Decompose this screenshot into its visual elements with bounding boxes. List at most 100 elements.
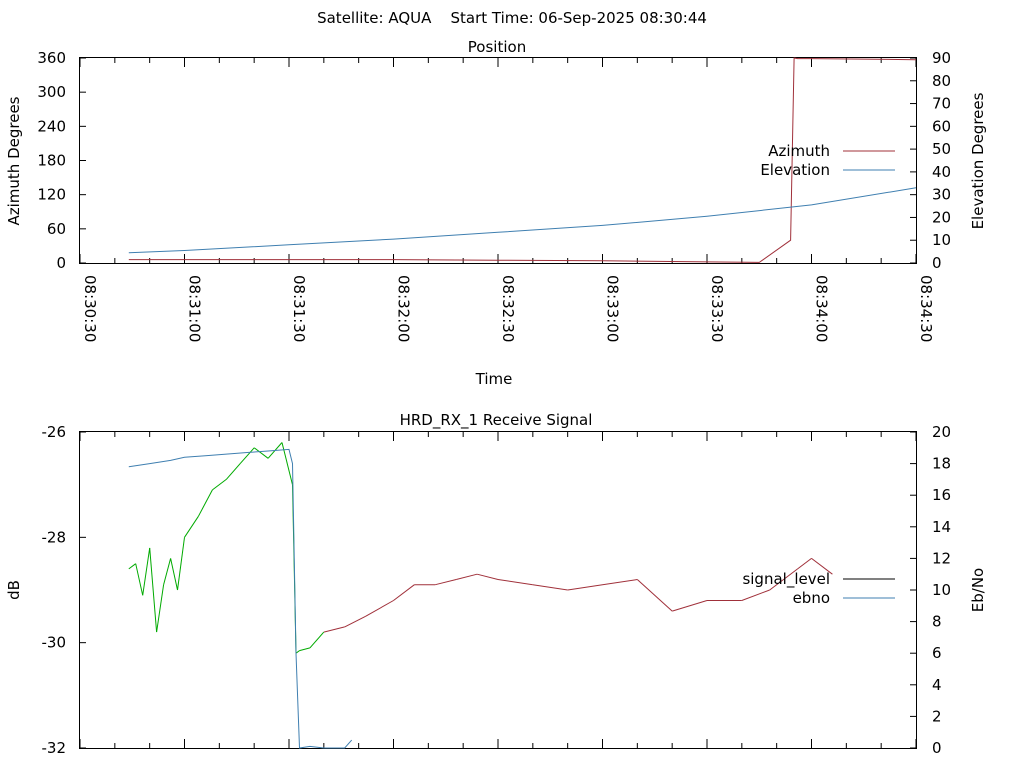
x-tick-label: 08:31:00 bbox=[186, 275, 204, 342]
signal-chart: HRD_RX_1 Receive Signal -32 -30 -28 -26 0 2 4… bbox=[5, 411, 987, 757]
legend-label-azimuth: Azimuth bbox=[768, 142, 830, 160]
y-tick-label: 120 bbox=[37, 186, 66, 204]
signal-plot-frame bbox=[79, 431, 917, 749]
y-tick-label: 300 bbox=[37, 83, 66, 101]
x-tick-label: 08:31:30 bbox=[290, 275, 308, 342]
y2-tick-label: 8 bbox=[932, 613, 942, 631]
y2-tick-label: 20 bbox=[932, 208, 951, 226]
x-tick-label: 08:34:30 bbox=[917, 275, 935, 342]
signal-level-segment bbox=[323, 626, 345, 633]
signal-level-segment bbox=[295, 650, 300, 654]
y-tick-label: -32 bbox=[42, 739, 67, 757]
position-plot-frame bbox=[79, 57, 917, 264]
y-tick-label: 360 bbox=[37, 49, 66, 67]
y2-tick-label: 60 bbox=[932, 117, 951, 135]
series-line-signal-level bbox=[128, 442, 833, 654]
signal-level-segment bbox=[163, 558, 172, 585]
y2-tick-label: 90 bbox=[932, 49, 951, 67]
signal-level-segment bbox=[456, 573, 478, 580]
signal-level-segment bbox=[365, 600, 394, 617]
y-tick-label: 60 bbox=[47, 220, 66, 238]
series-line-ebno bbox=[128, 448, 353, 749]
legend-label-elevation: Elevation bbox=[760, 161, 830, 179]
y2-tick-label: 40 bbox=[932, 163, 951, 181]
y-tick-label: -26 bbox=[42, 423, 67, 441]
y2-tick-label: 6 bbox=[932, 644, 942, 662]
x-tick-label: 08:33:30 bbox=[708, 275, 726, 342]
signal-y-axis: -32 -30 -28 -26 bbox=[42, 423, 86, 757]
signal-level-segment bbox=[177, 537, 185, 591]
position-y-axis: 0 60 120 180 240 300 360 bbox=[37, 49, 86, 272]
y2-tick-label: 16 bbox=[932, 486, 951, 504]
x-tick-label: 08:30:30 bbox=[81, 275, 99, 342]
signal-level-segment bbox=[435, 579, 457, 586]
page-title: Satellite: AQUA Start Time: 06-Sep-2025 … bbox=[317, 9, 707, 27]
y2-tick-label: 10 bbox=[932, 231, 951, 249]
signal-level-segment bbox=[128, 563, 137, 570]
signal-ylabel: dB bbox=[5, 580, 23, 600]
signal-level-segment bbox=[156, 584, 165, 633]
signal-y2label: Eb/No bbox=[969, 568, 987, 612]
series-line-elevation bbox=[128, 187, 917, 254]
y2-tick-label: 10 bbox=[932, 581, 951, 599]
x-tick-label: 08:32:00 bbox=[395, 275, 413, 342]
signal-level-segment bbox=[497, 579, 533, 586]
signal-level-segment bbox=[309, 631, 325, 649]
legend-label-ebno: ebno bbox=[793, 589, 830, 607]
signal-level-segment bbox=[281, 442, 293, 485]
signal-level-segment bbox=[672, 600, 708, 612]
y2-tick-label: 50 bbox=[932, 140, 951, 158]
y2-tick-label: 20 bbox=[932, 423, 951, 441]
signal-level-segment bbox=[170, 558, 178, 591]
signal-legend: signal_level ebno bbox=[742, 570, 895, 607]
y2-tick-label: 0 bbox=[932, 254, 942, 272]
y2-tick-label: 12 bbox=[932, 549, 951, 567]
signal-level-segment bbox=[602, 579, 638, 586]
signal-level-segment bbox=[636, 579, 673, 612]
x-tick-label: 08:33:00 bbox=[604, 275, 622, 342]
signal-level-segment bbox=[393, 584, 415, 601]
signal-level-segment bbox=[197, 489, 213, 517]
position-legend: Azimuth Elevation bbox=[760, 142, 895, 179]
y-tick-label: 240 bbox=[37, 117, 66, 135]
y2-tick-label: 18 bbox=[932, 455, 951, 473]
y-tick-label: -28 bbox=[42, 528, 67, 546]
y2-tick-label: 4 bbox=[932, 676, 942, 694]
signal-level-segment bbox=[253, 447, 269, 459]
position-chart-title: Position bbox=[468, 38, 526, 56]
signal-level-segment bbox=[797, 558, 812, 570]
signal-x-axis bbox=[79, 432, 917, 748]
x-tick-label: 08:32:30 bbox=[499, 275, 517, 342]
signal-level-segment bbox=[532, 584, 568, 591]
position-x-axis: 08:30:30 08:31:00 08:31:30 08:32:00 08:32:30… bbox=[79, 58, 935, 342]
signal-level-segment bbox=[184, 516, 199, 538]
y-tick-label: 0 bbox=[56, 254, 66, 272]
position-chart: Position 0 60 120 180 240 300 360 0 10 20 30 40 50 6… bbox=[5, 38, 987, 388]
signal-level-segment bbox=[149, 547, 158, 633]
signal-level-segment bbox=[142, 547, 151, 596]
signal-level-segment bbox=[212, 479, 227, 491]
signal-level-segment bbox=[769, 568, 798, 591]
signal-level-segment bbox=[225, 463, 241, 480]
position-y2-axis: 0 10 20 30 40 50 60 70 80 90 bbox=[910, 49, 951, 272]
y2-tick-label: 2 bbox=[932, 707, 942, 725]
position-xlabel: Time bbox=[475, 370, 513, 388]
series-line-azimuth bbox=[128, 57, 917, 263]
signal-level-segment bbox=[299, 647, 311, 652]
y2-tick-label: 30 bbox=[932, 186, 951, 204]
signal-level-segment bbox=[239, 447, 255, 464]
position-y2label: Elevation Degrees bbox=[969, 92, 987, 229]
signal-chart-title: HRD_RX_1 Receive Signal bbox=[400, 411, 593, 430]
legend-label-signal-level: signal_level bbox=[742, 570, 830, 589]
signal-level-segment bbox=[811, 558, 833, 575]
signal-y2-axis: 0 2 4 6 8 10 12 14 16 18 20 bbox=[910, 423, 951, 757]
signal-level-segment bbox=[135, 563, 144, 596]
y-tick-label: -30 bbox=[42, 634, 67, 652]
y2-tick-label: 80 bbox=[932, 72, 951, 90]
position-ylabel: Azimuth Degrees bbox=[5, 96, 23, 225]
y2-tick-label: 14 bbox=[932, 518, 951, 536]
signal-level-segment bbox=[476, 573, 499, 580]
y2-tick-label: 0 bbox=[932, 739, 942, 757]
signal-level-segment bbox=[567, 584, 603, 591]
